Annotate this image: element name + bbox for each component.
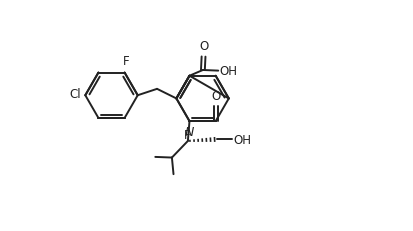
Text: O: O [211, 89, 220, 102]
Text: O: O [198, 40, 208, 53]
Text: N: N [184, 126, 193, 139]
Text: Cl: Cl [70, 88, 81, 101]
Text: OH: OH [219, 65, 237, 78]
Text: OH: OH [233, 133, 251, 146]
Text: F: F [183, 128, 190, 141]
Text: F: F [122, 55, 129, 67]
